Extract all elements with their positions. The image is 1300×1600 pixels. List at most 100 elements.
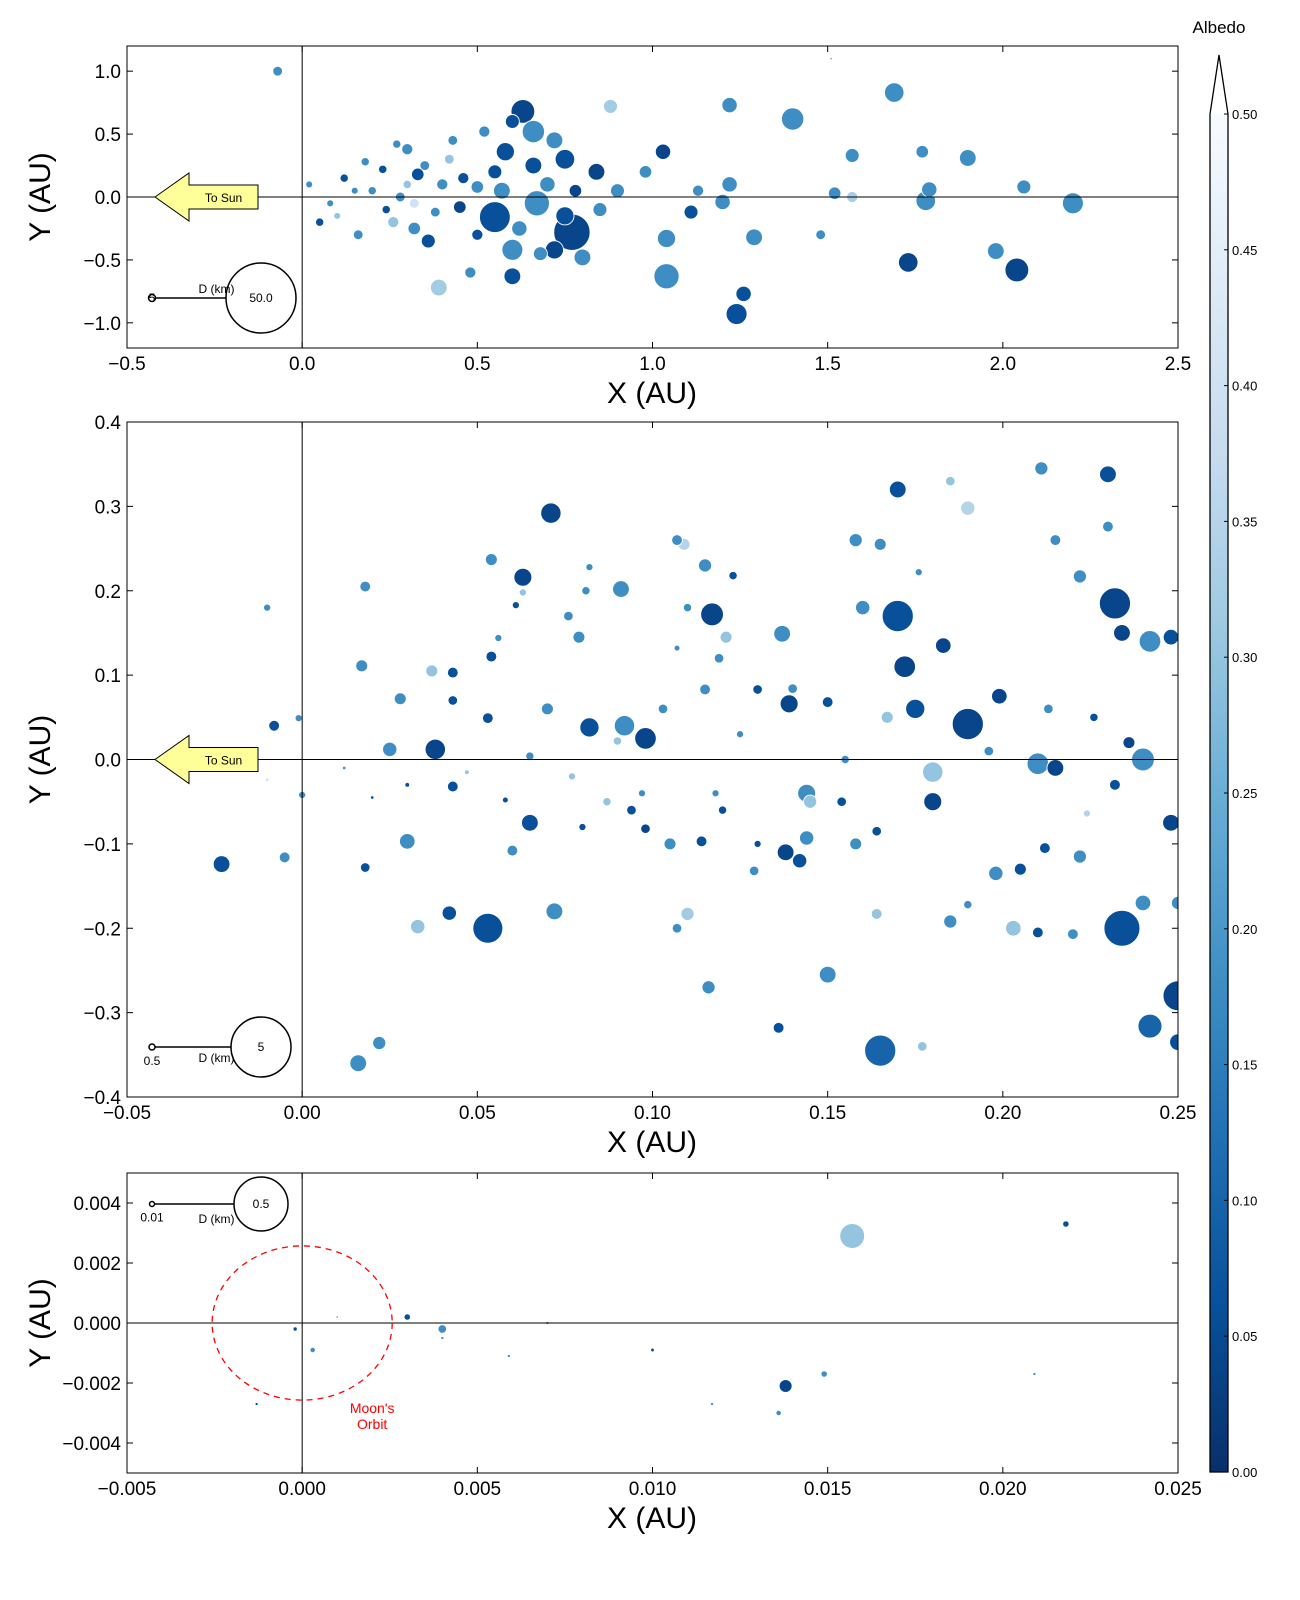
y-tick-label: 0.1 — [95, 666, 121, 687]
asteroid-point — [404, 781, 411, 788]
colorbar-tick-label: 0.10 — [1232, 1193, 1257, 1208]
asteroid-point — [268, 719, 280, 732]
asteroid-point — [532, 246, 548, 262]
x-tick-label: 0.25 — [1160, 1103, 1197, 1124]
to-sun-arrow-shape — [154, 172, 259, 222]
asteroid-point — [1113, 624, 1131, 642]
asteroid-point — [212, 855, 231, 873]
y-tick-label: −0.004 — [62, 1434, 121, 1455]
asteroid-point — [951, 708, 984, 741]
size-legend-large-circle — [233, 1176, 289, 1232]
asteroid-point — [481, 712, 494, 725]
middle-panel-size-legend: 0.5 5 D (km) — [144, 1016, 292, 1078]
asteroid-point — [429, 278, 448, 297]
asteroid-point — [923, 792, 943, 812]
asteroid-point — [506, 844, 519, 857]
x-tick-label: 1.5 — [814, 354, 840, 375]
asteroid-point — [717, 805, 728, 815]
asteroid-point — [472, 912, 504, 944]
top-panel-y-axis-label: Y (AU) — [24, 152, 57, 241]
asteroid-point — [671, 534, 683, 546]
asteroid-point — [1089, 712, 1099, 722]
asteroid-point — [1138, 630, 1162, 653]
asteroid-point — [780, 107, 805, 131]
asteroid-point — [711, 789, 720, 798]
to-sun-arrow-label: To Sun — [205, 191, 242, 205]
asteroid-point — [294, 714, 303, 723]
asteroid-point — [844, 148, 860, 163]
asteroid-point — [849, 837, 863, 851]
asteroid-point — [578, 822, 587, 832]
asteroid-point — [437, 1324, 448, 1334]
asteroid-point — [555, 206, 575, 226]
asteroid-point — [355, 659, 369, 673]
asteroid-point — [698, 558, 713, 573]
asteroid-point — [943, 914, 958, 929]
x-tick-label: 0.10 — [634, 1103, 671, 1124]
asteroid-point — [958, 149, 977, 167]
asteroid-point — [848, 533, 863, 548]
asteroid-point — [691, 184, 705, 197]
asteroid-point — [579, 717, 600, 738]
asteroid-point — [369, 795, 375, 800]
asteroid-point — [457, 172, 470, 185]
asteroid-point — [339, 173, 349, 183]
asteroid-point — [440, 1335, 445, 1341]
x-tick-label: 0.010 — [629, 1479, 677, 1500]
colorbar-tick-label: 0.05 — [1232, 1329, 1257, 1344]
bottom-panel-points — [254, 1220, 1070, 1417]
asteroid-point — [612, 736, 623, 746]
asteroid-point — [567, 772, 576, 781]
asteroid-point — [581, 586, 591, 596]
asteroid-point — [873, 537, 887, 551]
moon-orbit-label-line2: Orbit — [357, 1416, 387, 1432]
asteroid-point — [399, 833, 416, 850]
asteroid-point — [419, 160, 431, 171]
asteroid-point — [922, 761, 944, 783]
asteroid-point — [1016, 179, 1032, 195]
bottom-panel-size-legend: 0.01 0.5 D (km) — [140, 1176, 289, 1232]
asteroid-point — [446, 666, 459, 679]
asteroid-point — [447, 135, 459, 146]
asteroid-point — [945, 475, 956, 487]
asteroid-point — [367, 186, 377, 196]
asteroid-point — [471, 228, 484, 241]
size-legend-large-circle — [225, 262, 297, 334]
asteroid-point — [585, 563, 594, 572]
asteroid-point — [613, 715, 636, 737]
asteroid-point — [736, 730, 745, 739]
asteroid-point — [484, 553, 498, 566]
asteroid-point — [335, 1315, 339, 1319]
asteroid-point — [402, 179, 412, 190]
asteroid-point — [479, 201, 511, 233]
asteroid-point — [791, 853, 808, 869]
bottom-panel-frame — [126, 1172, 1179, 1474]
y-tick-label: −0.2 — [83, 919, 121, 940]
asteroid-point — [1109, 778, 1121, 791]
asteroid-point — [1072, 569, 1087, 584]
asteroid-point — [612, 580, 630, 598]
size-legend-large-label: 50.0 — [249, 291, 273, 305]
asteroid-point — [341, 765, 347, 771]
asteroid-point — [403, 1313, 411, 1321]
asteroid-point — [1099, 465, 1117, 484]
asteroid-point — [772, 1021, 785, 1034]
x-tick-label: 0.005 — [454, 1479, 502, 1500]
asteroid-point — [753, 839, 762, 848]
asteroid-point — [587, 162, 606, 181]
asteroid-point — [775, 1409, 782, 1417]
middle-panel-frame — [126, 421, 1179, 1098]
y-tick-label: 0.3 — [95, 497, 121, 518]
asteroid-point — [429, 206, 441, 218]
asteroid-point — [1134, 894, 1152, 912]
y-tick-label: 0.000 — [73, 1314, 121, 1335]
asteroid-point — [638, 165, 653, 179]
y-tick-label: −0.1 — [83, 835, 121, 856]
top-panel-points — [272, 56, 1084, 325]
x-tick-label: 2.0 — [990, 354, 1016, 375]
asteroid-point — [563, 610, 574, 622]
asteroid-point — [333, 211, 342, 220]
asteroid-point — [773, 624, 791, 643]
asteroid-point — [871, 825, 882, 837]
